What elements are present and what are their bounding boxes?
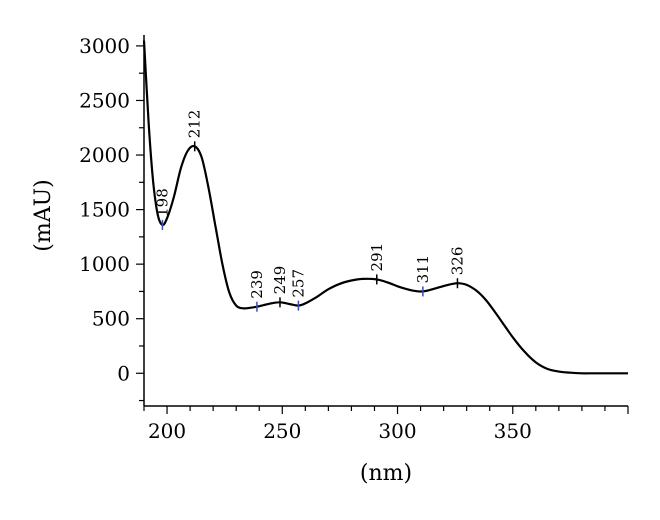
y-axis-title: (mAU) [31, 179, 56, 251]
x-tick-label: 300 [378, 419, 416, 443]
peak-label: 311 [414, 255, 432, 284]
peak-label: 212 [186, 110, 204, 139]
x-tick-label: 350 [494, 419, 532, 443]
plot-frame [143, 35, 628, 407]
x-tick-label: 250 [263, 419, 301, 443]
series-layer [142, 40, 628, 375]
peak-label: 239 [248, 270, 266, 299]
peak-label: 326 [448, 247, 466, 276]
y-tick-label: 500 [92, 307, 130, 331]
x-axis: 200 250 300 350 [143, 406, 629, 443]
peak-annotations: 198 212 239 249 257 291 311 326 [153, 110, 466, 312]
y-tick-label: 2500 [79, 88, 130, 112]
peak-label: 257 [289, 269, 307, 298]
y-tick-label: 3000 [79, 34, 130, 58]
x-axis-title: (nm) [360, 461, 412, 486]
spectrum-line [142, 40, 628, 375]
peak-label: 198 [153, 188, 171, 217]
y-tick-label: 0 [117, 361, 130, 385]
peak-label: 249 [271, 266, 289, 295]
y-tick-label: 2000 [79, 143, 130, 167]
peak-label: 291 [368, 243, 386, 272]
y-tick-label: 1500 [79, 198, 130, 222]
y-axis: 0 500 1000 1500 2000 2500 3000 [79, 34, 144, 402]
y-tick-label: 1000 [79, 252, 130, 276]
x-tick-label: 200 [148, 419, 186, 443]
